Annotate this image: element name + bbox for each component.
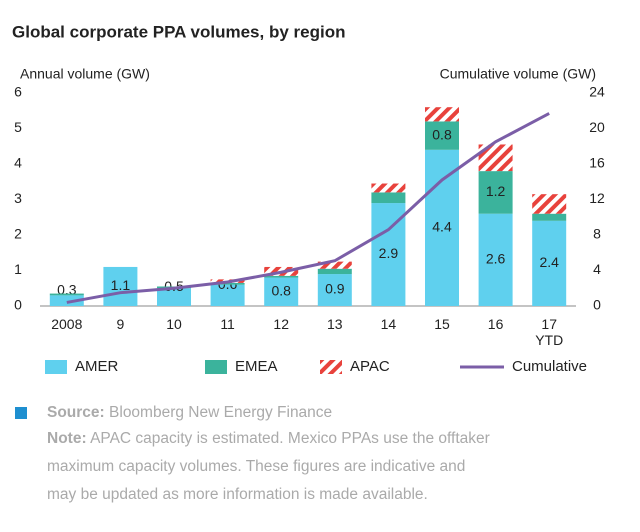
cumulative-line: [66, 112, 550, 304]
x-tick-label-line: 17: [541, 316, 557, 332]
data-label: 1.1: [111, 277, 131, 293]
legend-swatch: [45, 360, 67, 374]
y2-tick-label: 4: [593, 261, 601, 277]
note-label: Note:: [47, 430, 87, 447]
note: Note: APAC capacity is estimated. Mexico…: [47, 430, 490, 447]
x-tick-label-line: 9: [117, 316, 125, 332]
x-tick-label-line: 15: [434, 316, 450, 332]
x-tick-label: 13: [327, 316, 343, 332]
data-label: 0.3: [57, 281, 77, 297]
bar-segment: [532, 194, 567, 214]
bar-segment: [103, 266, 138, 306]
bar-segment: [532, 213, 567, 221]
x-tick-label: 11: [220, 316, 235, 332]
data-label: 2.6: [486, 251, 506, 267]
y-tick-label: 5: [14, 119, 22, 135]
y2-tick-label: 20: [589, 119, 605, 135]
y2-tick-label: 12: [589, 190, 605, 206]
bar-segment: [425, 121, 459, 150]
bar-segment: [478, 213, 513, 306]
bar-segment: [371, 192, 406, 204]
x-tick-label-line: 12: [273, 316, 289, 332]
bar-segment: [478, 171, 513, 214]
x-tick-label-line: 13: [327, 316, 343, 332]
x-tick-label: 9: [117, 316, 125, 332]
y-tick-label: 2: [14, 226, 22, 242]
y-tick-label: 3: [14, 190, 22, 206]
x-tick-label-line: 16: [488, 316, 504, 332]
y2-axis-label: Cumulative volume (GW): [440, 66, 596, 82]
bar-segment: [264, 275, 299, 278]
chart-title: Global corporate PPA volumes, by region: [12, 22, 345, 41]
note-text: may be updated as more information is ma…: [47, 486, 428, 503]
source-text: Bloomberg New Energy Finance: [109, 404, 332, 421]
data-label: 0.8: [432, 126, 452, 142]
x-tick-label: 14: [381, 316, 397, 332]
legend-label: APAC: [350, 358, 390, 375]
x-tick-label: 16: [488, 316, 504, 332]
data-label: 1.2: [486, 183, 506, 199]
bar-segment: [532, 220, 567, 306]
data-label: 0.8: [271, 283, 291, 299]
source-icon: [15, 407, 27, 419]
x-tick-label: 2008: [51, 316, 82, 332]
x-tick-label-line: 14: [381, 316, 397, 332]
legend-label: AMER: [75, 358, 119, 375]
x-tick-label: 15: [434, 316, 450, 332]
x-tick-label-line: 11: [220, 316, 235, 332]
bar-segment: [49, 295, 84, 306]
bar-segment: [49, 293, 84, 296]
bar-segment: [425, 107, 459, 122]
y2-tick-label: 24: [589, 84, 605, 100]
data-label: 0.9: [325, 281, 345, 297]
y-tick-label: 1: [14, 261, 22, 277]
x-tick-label-line: YTD: [535, 332, 563, 348]
bar-segment: [210, 284, 245, 306]
y-tick-label: 6: [14, 84, 22, 100]
y2-tick-label: 16: [589, 155, 605, 171]
y2-tick-label: 0: [593, 297, 601, 313]
x-tick-label-line: 10: [166, 316, 182, 332]
bar-segment: [317, 268, 352, 275]
source-label: Source:: [47, 404, 105, 421]
legend-label: Cumulative: [512, 358, 587, 375]
source: Source: Bloomberg New Energy Finance: [47, 404, 332, 421]
bar-segment: [425, 149, 459, 306]
legend-label: EMEA: [235, 358, 278, 375]
y2-tick-label: 8: [593, 226, 601, 242]
bar-segment: [157, 288, 191, 306]
x-tick-label: 12: [273, 316, 289, 332]
legend-swatch: [205, 360, 227, 374]
bar-segment: [264, 277, 299, 306]
bar-segment: [371, 183, 406, 193]
legend-swatch: [320, 360, 342, 374]
x-tick-label-line: 2008: [51, 316, 82, 332]
data-label: 2.4: [539, 254, 559, 270]
note-text: APAC capacity is estimated. Mexico PPAs …: [90, 430, 490, 447]
note-text: maximum capacity volumes. These figures …: [47, 458, 465, 475]
bar-segment: [317, 261, 352, 269]
x-tick-label: 10: [166, 316, 182, 332]
y-tick-label: 0: [14, 297, 22, 313]
x-tick-label: 17 YTD: [535, 316, 563, 348]
y-tick-label: 4: [14, 155, 22, 171]
y-axis-label: Annual volume (GW): [20, 66, 150, 82]
data-label: 2.9: [379, 245, 399, 261]
data-label: 4.4: [432, 219, 452, 235]
bar-segment: [210, 282, 245, 285]
data-label: 0.5: [164, 278, 184, 294]
bar-segment: [317, 274, 352, 306]
